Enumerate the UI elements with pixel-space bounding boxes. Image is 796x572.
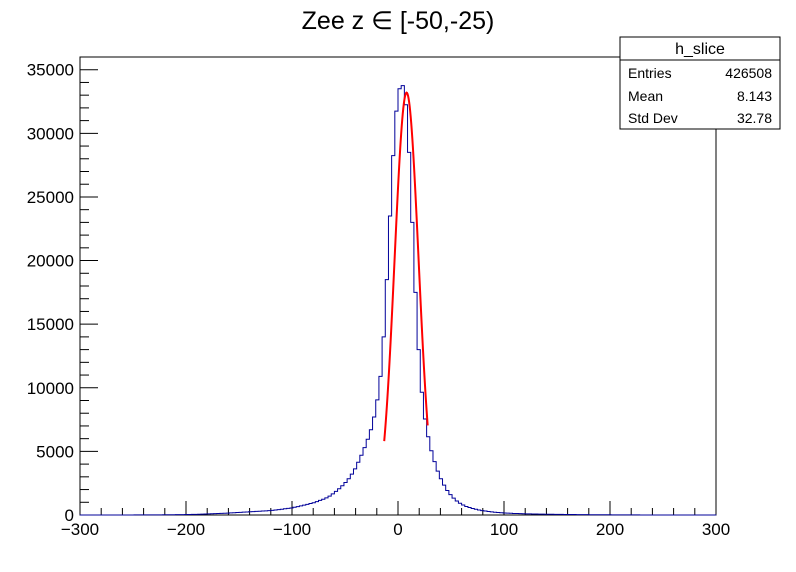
y-tick-label: 30000	[27, 124, 74, 143]
stat-label-mean: Mean	[628, 88, 663, 104]
stats-box-frame	[619, 36, 781, 130]
x-tick-label: −300	[61, 520, 99, 539]
y-tick-label: 15000	[27, 315, 74, 334]
x-tick-label: −100	[273, 520, 311, 539]
histogram-series	[79, 85, 717, 516]
y-tick-label: 0	[65, 506, 74, 525]
stat-value-stddev: 32.78	[737, 110, 772, 126]
x-tick-label: 100	[490, 520, 518, 539]
stat-value-entries: 426508	[725, 65, 772, 81]
x-tick-label: 300	[702, 520, 730, 539]
y-tick-label: 35000	[27, 61, 74, 80]
y-axis: 0 5000 10000 15000 20000 25000 30000 35000	[27, 56, 98, 525]
x-tick-label: 200	[596, 520, 624, 539]
stat-value-mean: 8.143	[737, 88, 772, 104]
stat-label-entries: Entries	[628, 65, 672, 81]
y-tick-label: 20000	[27, 252, 74, 271]
y-tick-label: 10000	[27, 379, 74, 398]
x-tick-label: −200	[167, 520, 205, 539]
y-tick-label: 5000	[36, 442, 74, 461]
chart-title: Zee z ∈ [-50,-25)	[302, 7, 495, 35]
stats-box-title: h_slice	[675, 41, 725, 58]
stat-label-stddev: Std Dev	[628, 110, 678, 126]
gaussian-fit-curve	[383, 91, 429, 442]
stats-box: h_slice Entries 426508 Mean 8.143 Std De…	[619, 36, 781, 130]
x-tick-label: 0	[393, 520, 402, 539]
y-tick-label: 25000	[27, 188, 74, 207]
x-axis: −300 −200 −100 0 100 200 300	[61, 501, 730, 539]
